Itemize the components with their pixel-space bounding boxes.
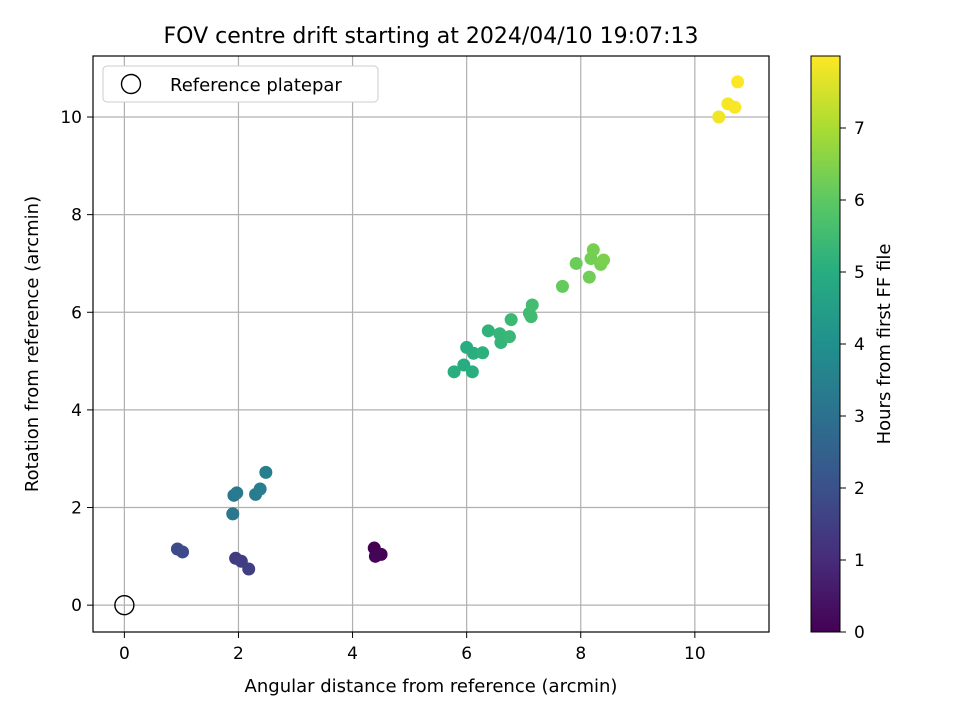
scatter-point: [176, 545, 190, 559]
x-axis-label: Angular distance from reference (arcmin): [245, 676, 618, 697]
legend: Reference platepar: [102, 65, 379, 103]
scatter-point: [712, 110, 726, 124]
colorbar-tick-label: 5: [854, 263, 865, 283]
scatter-point: [447, 365, 461, 379]
scatter-point: [731, 75, 745, 89]
reference-marker-layer: [114, 594, 135, 616]
colorbar: 0 1 2 3 4 5 6 7 Hours from first FF file: [810, 55, 895, 643]
scatter-point: [555, 279, 569, 293]
legend-marker: [120, 73, 142, 95]
colorbar-tick-label: 1: [854, 551, 865, 571]
colorbar-tick-label: 2: [854, 479, 865, 499]
plot-frame: [92, 55, 770, 633]
scatter-point: [525, 298, 539, 312]
y-tick-label: 0: [71, 596, 82, 616]
x-tick-label: 0: [119, 644, 130, 664]
scatter-point: [504, 313, 518, 327]
scatter-point: [253, 482, 267, 496]
grid-lines: [93, 56, 769, 632]
colorbar-tick-label: 0: [854, 623, 865, 643]
y-axis-ticks: 0 2 4 6 8 10: [60, 108, 93, 616]
scatter-point: [242, 562, 256, 576]
y-tick-label: 4: [71, 401, 82, 421]
y-axis-label: Rotation from reference (arcmin): [22, 196, 43, 492]
scatter-point: [368, 549, 382, 563]
colorbar-label: Hours from first FF file: [874, 244, 895, 445]
scatter-point: [476, 346, 490, 360]
colorbar-tick-label: 7: [854, 119, 865, 139]
scatter-point: [586, 243, 600, 257]
legend-box: [102, 65, 379, 103]
scatter-point: [597, 253, 611, 267]
x-tick-label: 6: [461, 644, 472, 664]
colorbar-tick-label: 4: [854, 335, 865, 355]
scatter-point: [481, 324, 495, 338]
scatter-point: [230, 486, 244, 500]
y-tick-label: 6: [71, 303, 82, 323]
scatter-point: [524, 310, 538, 324]
x-tick-label: 2: [233, 644, 244, 664]
y-tick-label: 2: [71, 499, 82, 519]
scatter-point: [465, 365, 479, 379]
x-tick-label: 10: [684, 644, 706, 664]
colorbar-ticks: 0 1 2 3 4 5 6 7: [840, 119, 865, 643]
colorbar-gradient: [810, 55, 841, 633]
scatter-point: [502, 330, 516, 344]
colorbar-tick-label: 6: [854, 191, 865, 211]
x-axis-ticks: 0 2 4 6 8 10: [119, 632, 706, 664]
scatter-point: [569, 256, 583, 270]
reference-point-marker: [114, 594, 135, 616]
colorbar-tick-label: 3: [854, 407, 865, 427]
scatter-points: [170, 75, 745, 576]
scatter-point: [259, 465, 273, 479]
scatter-point: [226, 507, 240, 521]
chart-title: FOV centre drift starting at 2024/04/10 …: [164, 24, 699, 49]
x-tick-label: 4: [347, 644, 358, 664]
scatter-point: [728, 100, 742, 114]
y-tick-label: 8: [71, 206, 82, 226]
x-tick-label: 8: [575, 644, 586, 664]
legend-label: Reference platepar: [170, 75, 342, 96]
scatter-point: [582, 270, 596, 284]
y-tick-label: 10: [60, 108, 82, 128]
